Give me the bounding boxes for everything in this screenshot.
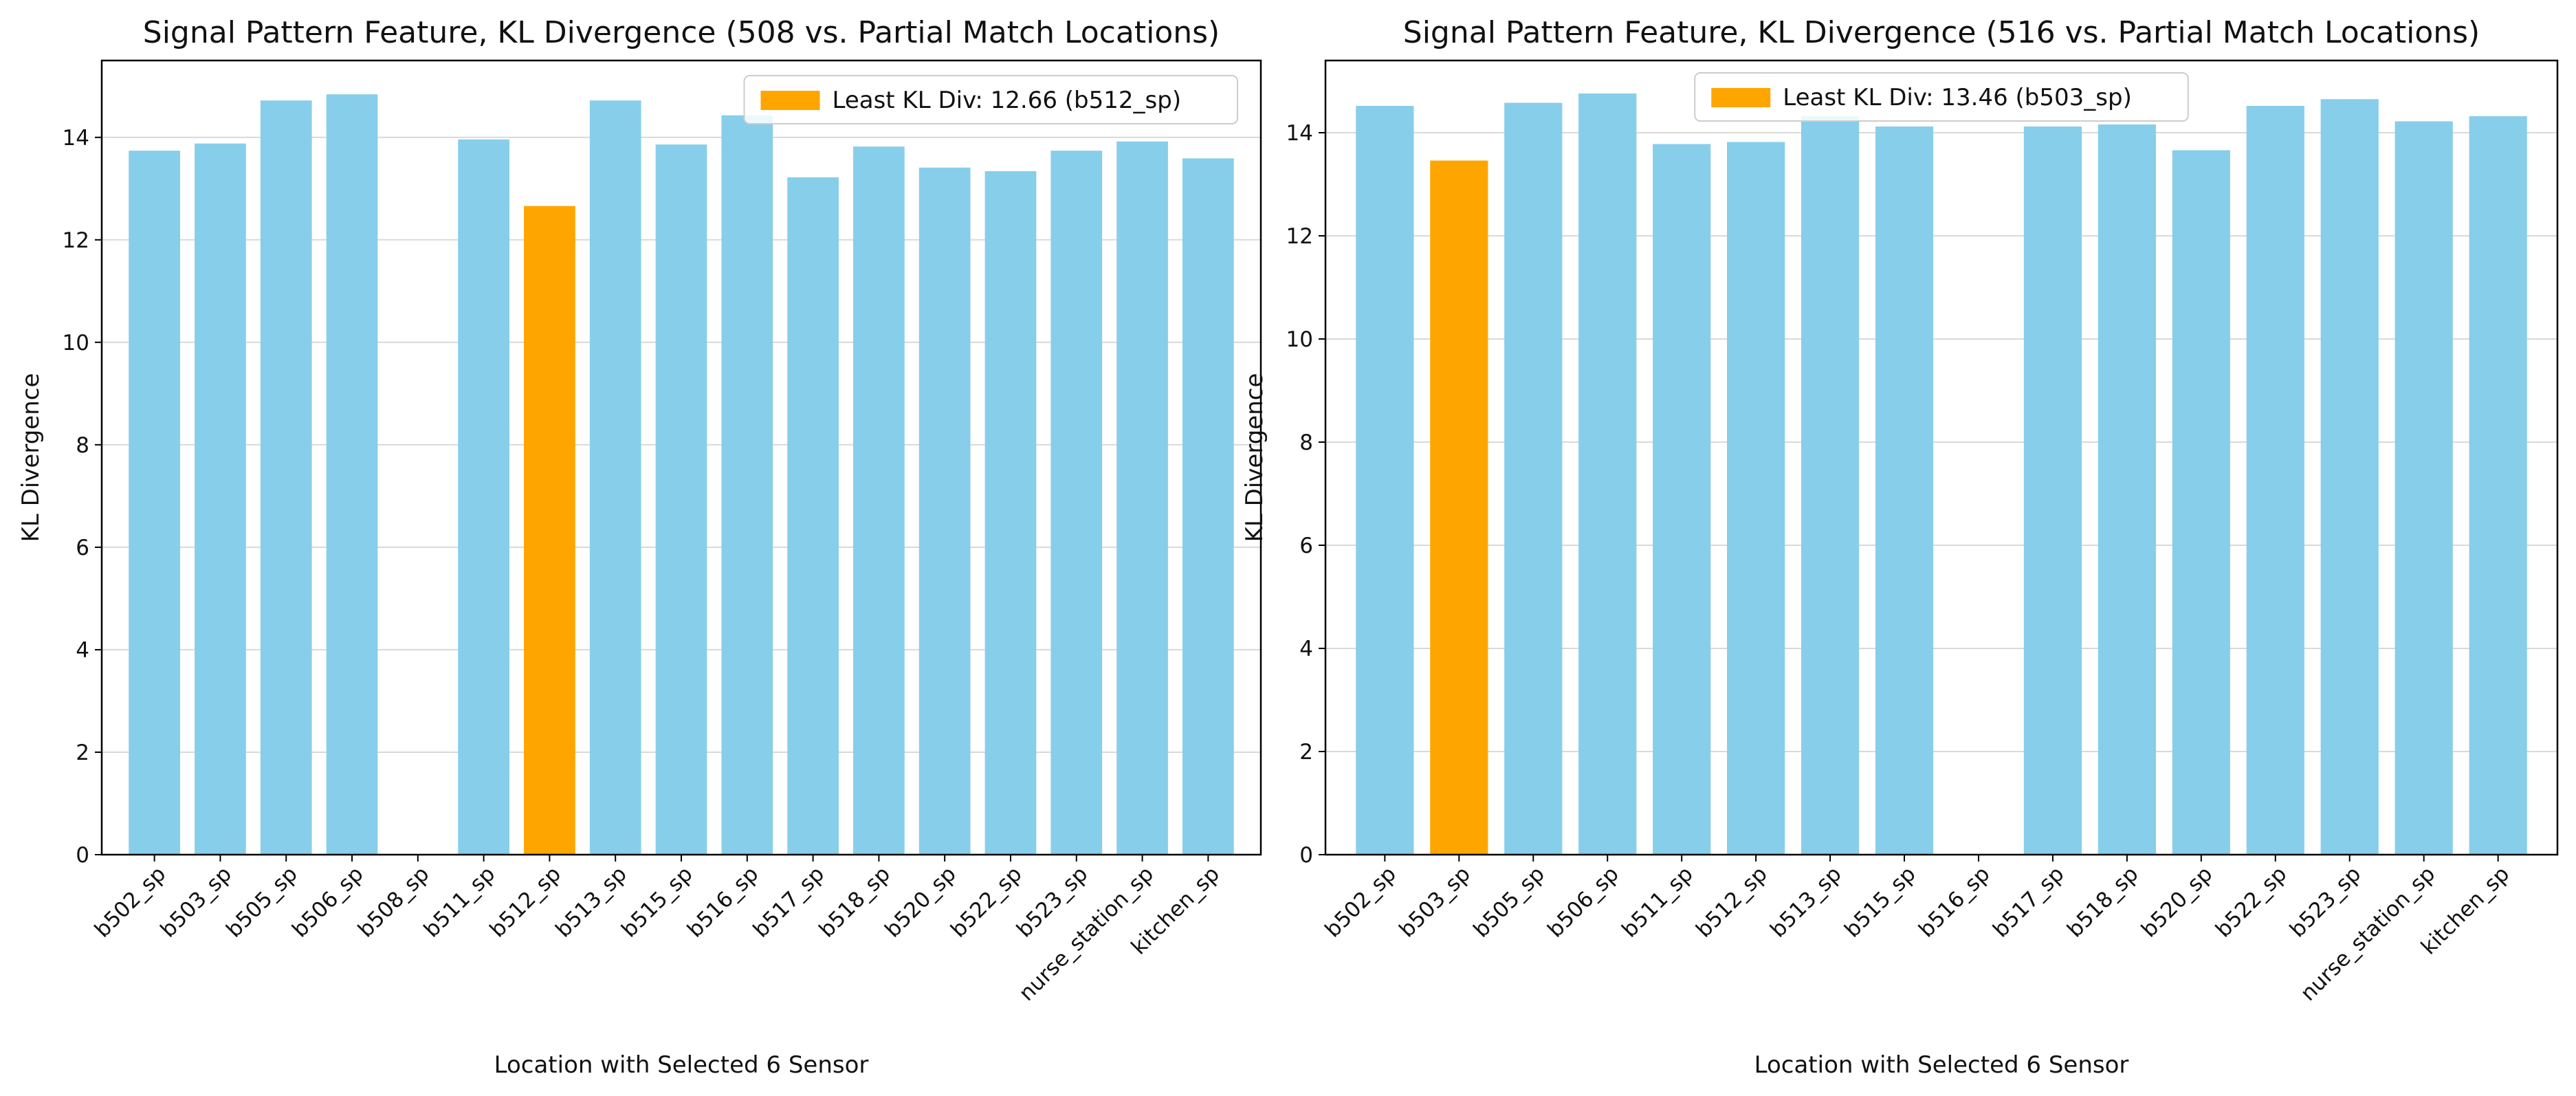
x-tick-label: b506_sp (287, 862, 368, 943)
x-tick-label: b506_sp (1543, 862, 1624, 943)
x-tick-label: b511_sp (1617, 862, 1698, 943)
bar-b517-sp (2023, 127, 2082, 855)
bar-b520-sp (2172, 150, 2230, 855)
bar-b523-sp (2320, 99, 2379, 855)
x-tick-label: b515_sp (1840, 862, 1921, 943)
bar-b505-sp (260, 100, 312, 855)
y-tick-label: 2 (1299, 740, 1313, 765)
legend-label: Least KL Div: 12.66 (b512_sp) (833, 87, 1182, 114)
chart-title: Signal Pattern Feature, KL Divergence (5… (143, 15, 1220, 50)
legend: Least KL Div: 12.66 (b512_sp) (743, 75, 1238, 124)
bar-nurse-station-sp (1116, 141, 1168, 855)
legend-swatch (1711, 88, 1771, 107)
x-tick-label: b512_sp (485, 862, 566, 943)
bar-b513-sp (1801, 116, 1860, 855)
x-tick-label: b505_sp (1468, 862, 1550, 943)
x-tick-label: b518_sp (815, 862, 896, 943)
chart-title: Signal Pattern Feature, KL Divergence (5… (1403, 15, 2480, 50)
bar-b505-sp (1504, 102, 1563, 855)
bar-b513-sp (589, 100, 641, 855)
bar-b522-sp (984, 171, 1037, 855)
x-tick-label: b516_sp (1914, 862, 1995, 943)
bar-b517-sp (787, 177, 839, 855)
bar-b516-sp (721, 115, 773, 855)
x-tick-label: b520_sp (880, 862, 961, 943)
x-tick-label: b513_sp (1765, 862, 1847, 943)
bar-b506-sp (326, 94, 378, 855)
x-tick-label: b513_sp (551, 862, 632, 943)
bar-b522-sp (2246, 106, 2304, 855)
x-tick-label: b522_sp (946, 862, 1027, 943)
x-tick-label: b505_sp (221, 862, 302, 943)
x-tick-label: b503_sp (1394, 862, 1475, 943)
bar-b518-sp (853, 146, 905, 855)
bar-kitchen-sp (2469, 116, 2527, 855)
chart-1: b502_spb503_spb505_spb506_spb508_spb511_… (17, 15, 1262, 1079)
y-tick-label: 6 (76, 536, 89, 560)
bar-b512-sp (524, 206, 575, 855)
x-tick-label: b511_sp (419, 862, 500, 943)
axes-frame (1324, 59, 2559, 856)
bar-b502-sp (1356, 106, 1414, 855)
y-tick-label: 6 (1299, 534, 1313, 558)
bar-b512-sp (1727, 142, 1785, 855)
bar-b503-sp (1430, 160, 1488, 855)
y-tick-label: 4 (76, 638, 89, 663)
x-tick-label: b522_sp (2211, 862, 2292, 943)
x-tick-label: b502_sp (90, 862, 171, 943)
x-tick-label: b512_sp (1691, 862, 1772, 943)
y-tick-label: 10 (1286, 327, 1313, 352)
y-tick-label: 12 (1286, 224, 1313, 249)
y-tick-label: 8 (76, 433, 89, 458)
x-tick-label: nurse_station_sp (2296, 862, 2440, 1006)
y-tick-label: 8 (1299, 430, 1313, 455)
x-tick-label: b508_sp (353, 862, 434, 943)
x-tick-label: b517_sp (1988, 862, 2069, 943)
legend-box (743, 75, 1238, 124)
legend-swatch (760, 91, 820, 110)
y-tick-label: 12 (63, 228, 89, 253)
bar-nurse-station-sp (2395, 121, 2453, 855)
bar-b515-sp (1875, 127, 1934, 855)
x-axis-label: Location with Selected 6 Sensor (494, 1051, 869, 1079)
legend-box (1694, 72, 2189, 122)
y-tick-label: 10 (63, 331, 89, 355)
x-tick-label: b516_sp (683, 862, 764, 943)
bar-b520-sp (918, 167, 971, 855)
y-tick-label: 14 (1286, 121, 1313, 146)
bar-b511-sp (458, 139, 509, 855)
bar-b523-sp (1050, 151, 1103, 855)
bar-b503-sp (195, 143, 246, 855)
axes-frame (100, 59, 1262, 856)
chart-2: b502_spb503_spb505_spb506_spb511_spb512_… (1241, 15, 2559, 1079)
x-tick-label: b502_sp (1321, 862, 1402, 943)
bar-b515-sp (655, 144, 707, 855)
x-axis-label: Location with Selected 6 Sensor (1754, 1051, 2129, 1079)
bar-b506-sp (1578, 94, 1637, 855)
bar-b502-sp (129, 151, 180, 855)
x-tick-label: b503_sp (156, 862, 237, 943)
y-tick-label: 4 (1299, 637, 1313, 661)
bar-kitchen-sp (1182, 158, 1234, 855)
y-tick-label: 0 (1299, 843, 1313, 868)
y-axis-label: KL Divergence (1241, 373, 1268, 542)
y-tick-label: 0 (76, 843, 89, 868)
legend: Least KL Div: 13.46 (b503_sp) (1694, 72, 2189, 122)
x-tick-label: b518_sp (2062, 862, 2144, 943)
x-tick-label: b517_sp (749, 862, 830, 943)
bar-b518-sp (2098, 124, 2156, 855)
legend-label: Least KL Div: 13.46 (b503_sp) (1783, 84, 2132, 111)
y-tick-label: 2 (76, 741, 89, 765)
y-tick-label: 14 (63, 126, 89, 151)
x-tick-label: b515_sp (617, 862, 698, 943)
y-axis-label: KL Divergence (17, 373, 45, 542)
x-tick-label: b520_sp (2137, 862, 2218, 943)
bar-b511-sp (1653, 144, 1711, 855)
